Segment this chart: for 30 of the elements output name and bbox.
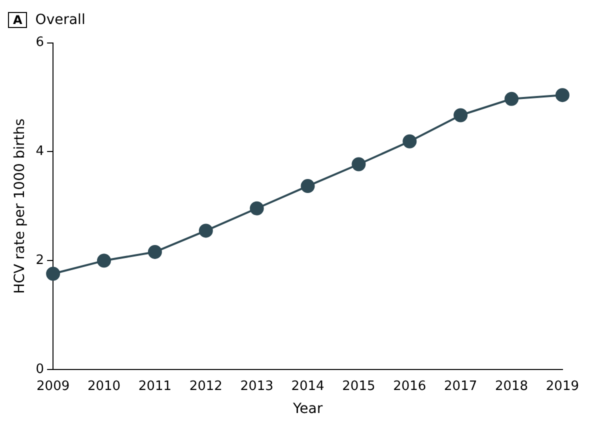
- x-axis-title: Year: [292, 401, 323, 418]
- point: [46, 266, 60, 281]
- text: A: [8, 12, 28, 28]
- point: [555, 88, 570, 102]
- y-tick-label: 2: [36, 253, 44, 268]
- x-tick-label: 2009: [36, 378, 70, 394]
- point: [97, 254, 112, 268]
- y-axis-title: HCV rate per 1000 births: [12, 118, 28, 294]
- x-tick-label: 2014: [291, 378, 324, 394]
- point: [504, 92, 519, 106]
- point: [198, 224, 213, 238]
- point: [148, 244, 162, 259]
- x-tick-label: 2019: [546, 378, 580, 394]
- y-tick-label: 0: [36, 362, 44, 377]
- x-tick-label: 2016: [393, 378, 426, 394]
- y-tick-label: 4: [36, 144, 44, 160]
- chart-title: Overall: [35, 12, 86, 28]
- x-tick-label: 2011: [138, 378, 172, 394]
- point: [402, 134, 417, 148]
- x-tick-label: 2018: [494, 378, 528, 394]
- point: [300, 179, 315, 194]
- x-tick-label: 2015: [342, 378, 376, 394]
- x-tick-label: 2013: [240, 378, 274, 394]
- y-tick-label: 6: [36, 35, 44, 50]
- x-tick-label: 2010: [87, 378, 121, 394]
- point: [454, 108, 468, 122]
- point: [250, 201, 264, 216]
- point: [352, 157, 366, 172]
- x-tick-label: 2012: [189, 378, 222, 394]
- x-tick-label: 2017: [444, 378, 478, 394]
